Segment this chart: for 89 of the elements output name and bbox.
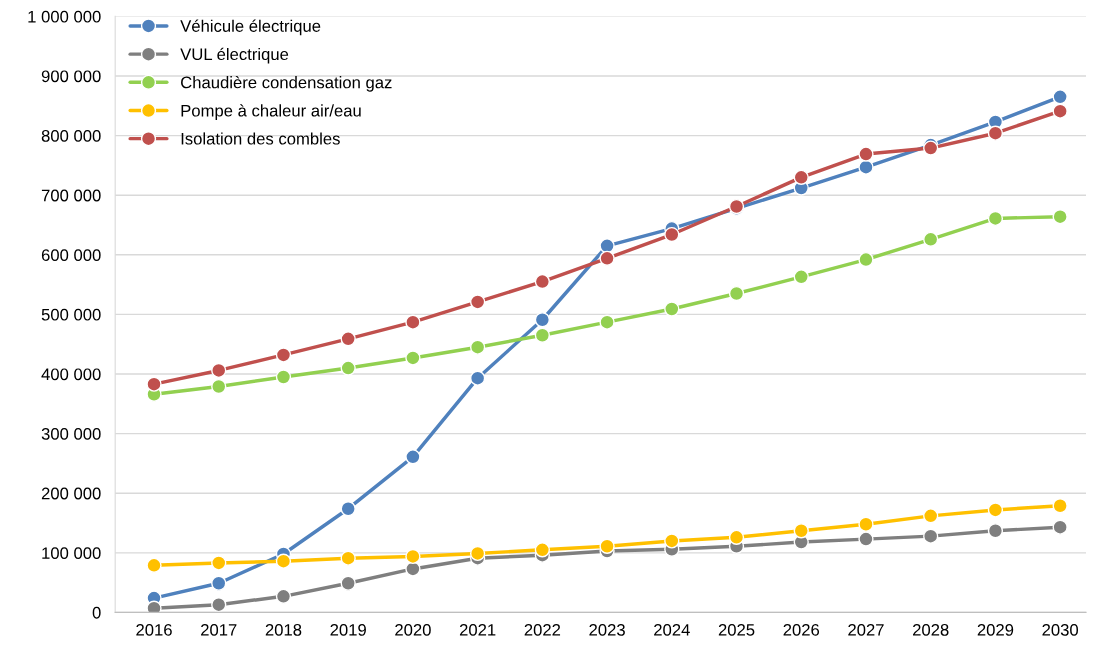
- point: [923, 231, 939, 247]
- point: [211, 362, 227, 379]
- point: [275, 553, 292, 569]
- point: [1052, 103, 1068, 119]
- point: [340, 550, 356, 566]
- legend-label: Chaudière condensation gaz: [181, 75, 392, 92]
- point: [987, 210, 1004, 227]
- point: [469, 339, 486, 355]
- point: [664, 301, 680, 317]
- point: [599, 314, 615, 330]
- point: [469, 294, 486, 310]
- point: [923, 508, 939, 524]
- point: [1052, 498, 1068, 514]
- point: [469, 545, 486, 562]
- point: [1052, 519, 1068, 535]
- point: [340, 501, 356, 517]
- point: [793, 169, 809, 185]
- point: [599, 538, 615, 554]
- point: [793, 523, 809, 539]
- point: [923, 528, 939, 544]
- y-tick-label: 900 000: [41, 70, 101, 83]
- point: [211, 378, 227, 395]
- point: [405, 449, 421, 465]
- y-tick-label: 100 000: [42, 547, 101, 560]
- x-tick-label: 2018: [265, 623, 302, 636]
- legend-label: Pompe à chaleur air/eau: [181, 104, 361, 120]
- point: [211, 555, 227, 571]
- point: [275, 347, 292, 363]
- point: [664, 226, 680, 243]
- point: [1052, 209, 1068, 225]
- point: [728, 285, 745, 302]
- x-tick-label: 2029: [977, 623, 1014, 636]
- x-tick-label: 2024: [654, 623, 690, 636]
- point: [469, 370, 486, 386]
- point: [275, 369, 292, 385]
- x-tick-label: 2016: [136, 623, 172, 636]
- point: [599, 238, 615, 254]
- x-tick-label: 2021: [459, 623, 496, 636]
- point: [146, 557, 162, 573]
- y-tick-label: 600 000: [41, 249, 101, 261]
- y-tick-label: 1 000 000: [28, 10, 101, 23]
- x-tick-label: 2019: [330, 623, 366, 636]
- x-tick-label: 2028: [913, 623, 949, 636]
- point: [405, 350, 421, 366]
- point: [728, 529, 745, 545]
- point: [1052, 89, 1068, 105]
- point: [534, 312, 550, 328]
- point: [211, 575, 227, 591]
- y-tick-label: 500 000: [41, 308, 101, 321]
- y-tick-label: 200 000: [41, 487, 101, 500]
- y-tick-label: 0: [92, 606, 101, 619]
- x-tick-label: 2026: [783, 623, 820, 636]
- point: [405, 548, 421, 565]
- point: [664, 533, 680, 549]
- x-tick-label: 2017: [201, 623, 237, 636]
- point: [858, 251, 874, 268]
- legend-label: Véhicule électrique: [180, 19, 321, 36]
- y-tick-label: 400 000: [41, 368, 101, 381]
- point: [534, 273, 550, 290]
- point: [858, 146, 874, 162]
- point: [146, 600, 162, 613]
- point: [340, 360, 356, 376]
- point: [858, 159, 874, 175]
- legend-label: Isolation des combles: [181, 132, 340, 145]
- y-tick-label: 300 000: [41, 428, 101, 440]
- point: [211, 597, 227, 613]
- point: [987, 125, 1004, 141]
- point: [793, 269, 809, 285]
- x-tick-label: 2030: [1042, 623, 1079, 636]
- point: [858, 516, 874, 532]
- point: [340, 575, 356, 591]
- point: [599, 250, 615, 267]
- y-tick-label: 800 000: [41, 129, 101, 142]
- point: [987, 523, 1004, 539]
- point: [534, 542, 550, 558]
- point: [987, 502, 1004, 518]
- point: [146, 376, 162, 392]
- point: [858, 531, 874, 547]
- x-tick-label: 2027: [848, 623, 884, 636]
- point: [275, 588, 292, 604]
- point: [534, 327, 550, 343]
- point: [340, 331, 356, 347]
- point: [405, 314, 421, 330]
- x-tick-label: 2023: [589, 623, 625, 636]
- x-tick-label: 2025: [718, 623, 755, 636]
- y-tick-label: 700 000: [41, 189, 101, 202]
- x-tick-label: 2022: [524, 623, 561, 636]
- legend-label: VUL électrique: [180, 47, 289, 64]
- x-tick-label: 2020: [395, 623, 431, 636]
